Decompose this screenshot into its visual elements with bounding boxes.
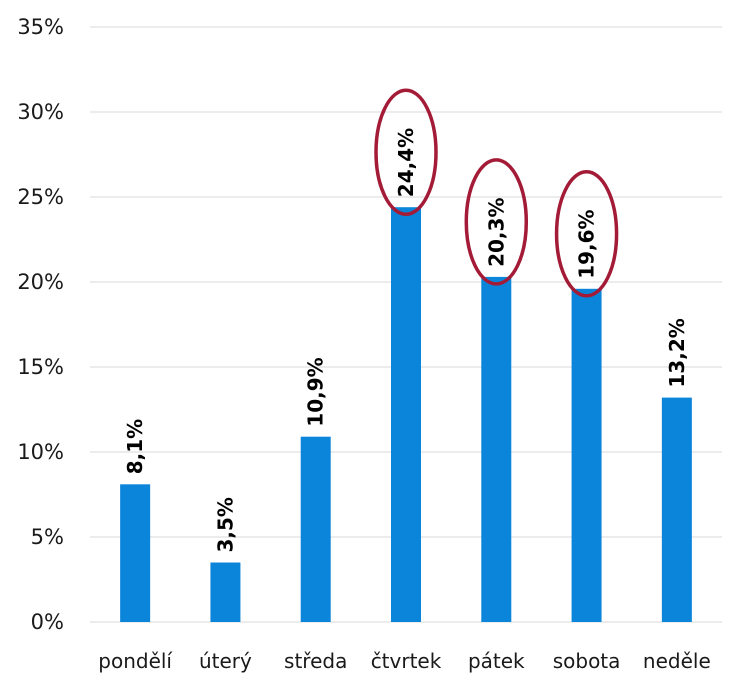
y-tick-label: 30% (17, 100, 64, 124)
highlight-ellipse (464, 158, 529, 286)
bars (120, 207, 692, 622)
bar-2 (300, 436, 331, 622)
bar-6 (661, 397, 692, 622)
x-category-label: čtvrtek (371, 649, 442, 673)
y-tick-label: 20% (17, 270, 64, 294)
x-axis-category-labels: pondělí úterý středa čtvrtek pátek sobota nedě… (98, 649, 711, 673)
data-label: 13,2% (665, 318, 689, 387)
data-label: 8,1% (123, 419, 147, 474)
data-label: 3,5% (213, 497, 237, 552)
x-category-label: pátek (468, 649, 525, 673)
y-tick-label: 35% (17, 15, 64, 39)
y-tick-label: 15% (17, 355, 64, 379)
highlight-ellipse (374, 88, 438, 216)
bar-1 (210, 562, 241, 622)
bar-0 (120, 484, 151, 622)
y-tick-label: 25% (17, 185, 64, 209)
x-category-label: středa (284, 649, 347, 673)
y-tick-label: 5% (31, 525, 64, 549)
y-tick-label: 10% (17, 440, 64, 464)
highlight-ellipses (374, 88, 619, 298)
data-labels: 8,1% 3,5% 10,9% 24,4% 20,3% 19,6% 13,2% (123, 128, 689, 553)
data-label: 24,4% (394, 128, 418, 197)
data-label: 20,3% (484, 198, 508, 267)
x-category-label: neděle (643, 649, 711, 673)
y-axis-tick-labels: 0% 5% 10% 15% 20% 25% 30% 35% (17, 15, 64, 634)
bar-4 (481, 276, 512, 622)
x-category-label: pondělí (98, 649, 173, 673)
bar-5 (571, 288, 602, 622)
highlight-ellipse (554, 170, 619, 298)
data-label: 19,6% (575, 209, 599, 278)
x-category-label: sobota (553, 649, 621, 673)
bar-3 (391, 207, 421, 622)
x-category-label: úterý (199, 649, 252, 673)
data-label: 10,9% (304, 357, 328, 426)
y-tick-label: 0% (31, 610, 64, 634)
